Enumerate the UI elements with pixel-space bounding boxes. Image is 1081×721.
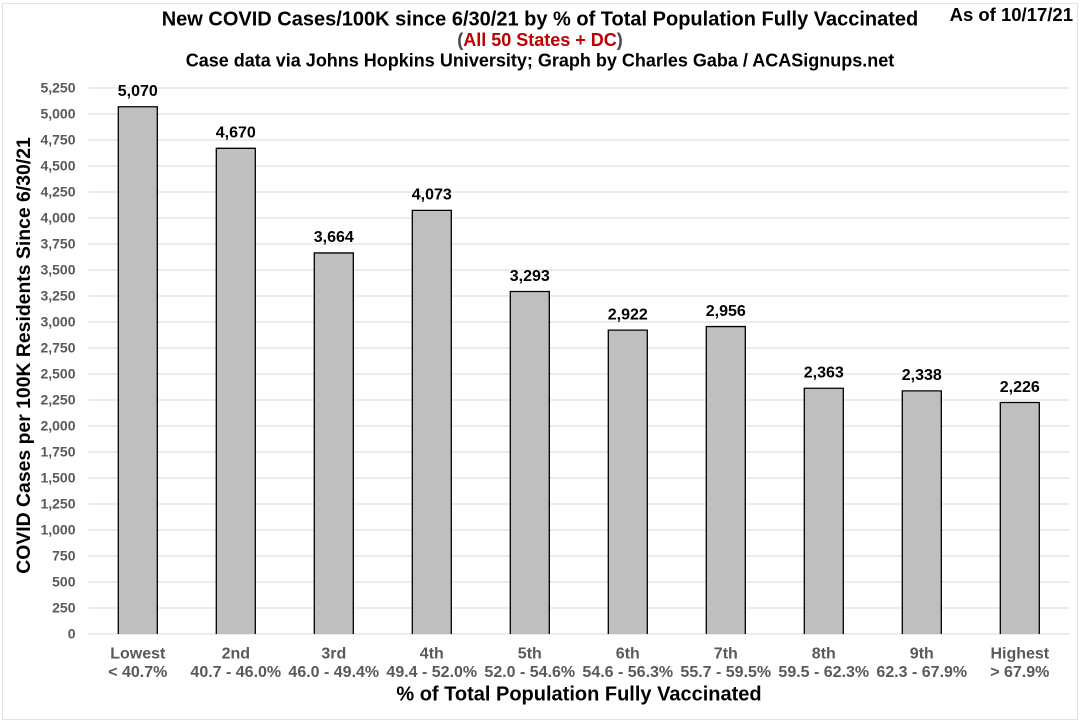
svg-text:COVID Cases per 100K Residents: COVID Cases per 100K Residents Since 6/3… <box>13 137 35 574</box>
svg-text:2,338: 2,338 <box>902 367 942 384</box>
svg-text:500: 500 <box>52 573 76 589</box>
svg-text:5,250: 5,250 <box>40 79 75 95</box>
svg-text:Lowest: Lowest <box>110 646 166 663</box>
svg-text:750: 750 <box>52 547 76 563</box>
svg-text:4,500: 4,500 <box>40 157 75 173</box>
svg-text:2,750: 2,750 <box>40 339 75 355</box>
svg-text:Highest: Highest <box>990 646 1049 663</box>
svg-text:40.7 - 46.0%: 40.7 - 46.0% <box>190 664 281 681</box>
svg-text:4,250: 4,250 <box>40 183 75 199</box>
svg-text:(All 50 States + DC): (All 50 States + DC) <box>457 30 623 50</box>
svg-text:46.0 - 49.4%: 46.0 - 49.4% <box>288 664 379 681</box>
svg-text:59.5 - 62.3%: 59.5 - 62.3% <box>778 664 869 681</box>
svg-text:0: 0 <box>68 625 76 641</box>
svg-text:% of Total Population Fully Va: % of Total Population Fully Vaccinated <box>396 684 761 706</box>
svg-text:2,000: 2,000 <box>40 417 75 433</box>
svg-text:< 40.7%: < 40.7% <box>108 664 167 681</box>
svg-text:3,664: 3,664 <box>314 229 354 246</box>
svg-text:As of 10/17/21: As of 10/17/21 <box>950 4 1073 25</box>
svg-text:4,750: 4,750 <box>40 131 75 147</box>
svg-text:54.6 - 56.3%: 54.6 - 56.3% <box>582 664 673 681</box>
svg-text:8th: 8th <box>812 646 836 663</box>
svg-text:4,000: 4,000 <box>40 209 75 225</box>
svg-text:2,500: 2,500 <box>40 365 75 381</box>
svg-text:2,922: 2,922 <box>608 306 648 323</box>
svg-text:2,956: 2,956 <box>706 303 746 320</box>
svg-text:250: 250 <box>52 599 76 615</box>
svg-text:55.7 - 59.5%: 55.7 - 59.5% <box>680 664 771 681</box>
svg-text:3,000: 3,000 <box>40 313 75 329</box>
svg-text:1,750: 1,750 <box>40 443 75 459</box>
svg-text:> 67.9%: > 67.9% <box>990 664 1049 681</box>
svg-text:3,293: 3,293 <box>510 268 550 285</box>
svg-text:5,070: 5,070 <box>118 83 158 100</box>
svg-text:7th: 7th <box>714 646 738 663</box>
svg-text:3rd: 3rd <box>321 646 346 663</box>
svg-text:2,363: 2,363 <box>804 365 844 382</box>
svg-text:4,073: 4,073 <box>412 187 452 204</box>
svg-text:1,250: 1,250 <box>40 495 75 511</box>
svg-text:4,670: 4,670 <box>216 125 256 142</box>
svg-text:62.3 - 67.9%: 62.3 - 67.9% <box>876 664 967 681</box>
svg-text:New COVID Cases/100K since 6/3: New COVID Cases/100K since 6/30/21 by % … <box>162 9 919 31</box>
svg-text:4th: 4th <box>420 646 444 663</box>
svg-text:52.0 - 54.6%: 52.0 - 54.6% <box>484 664 575 681</box>
svg-text:2nd: 2nd <box>222 646 250 663</box>
svg-text:3,250: 3,250 <box>40 287 75 303</box>
svg-text:2,226: 2,226 <box>1000 379 1040 396</box>
svg-text:49.4 - 52.0%: 49.4 - 52.0% <box>386 664 477 681</box>
svg-text:9th: 9th <box>910 646 934 663</box>
svg-text:3,750: 3,750 <box>40 235 75 251</box>
svg-text:2,250: 2,250 <box>40 391 75 407</box>
svg-text:3,500: 3,500 <box>40 261 75 277</box>
svg-text:1,000: 1,000 <box>40 521 75 537</box>
svg-text:5,000: 5,000 <box>40 105 75 121</box>
svg-text:6th: 6th <box>616 646 640 663</box>
svg-text:Case data via Johns Hopkins Un: Case data via Johns Hopkins University; … <box>186 50 895 70</box>
svg-text:5th: 5th <box>518 646 542 663</box>
svg-text:1,500: 1,500 <box>40 469 75 485</box>
